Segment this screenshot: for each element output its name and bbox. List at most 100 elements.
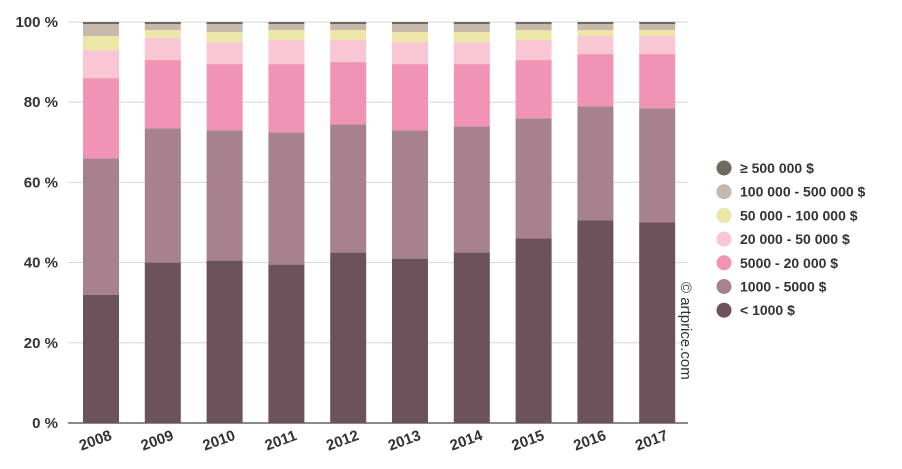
bar-segment — [144, 30, 181, 39]
bar-segment — [206, 64, 243, 131]
bar-segment — [268, 22, 305, 25]
bar-segment — [268, 40, 305, 65]
legend-swatch — [716, 302, 732, 318]
x-tick-label: 2010 — [200, 427, 237, 454]
legend-swatch — [716, 255, 732, 271]
legend-label: 1000 - 5000 $ — [740, 279, 827, 295]
bar-segment — [330, 40, 367, 63]
x-tick-label: 2017 — [633, 427, 670, 454]
bar-segment — [577, 36, 614, 55]
bar-segment — [330, 62, 367, 125]
legend-label: ≥ 500 000 $ — [740, 160, 814, 176]
bar-segment — [453, 64, 490, 127]
bar-segment — [639, 22, 676, 25]
bar-segment — [268, 264, 305, 423]
bar-segment — [392, 22, 428, 25]
bar-segment — [83, 158, 119, 295]
legend-swatch — [716, 279, 732, 294]
x-tick-label: 2011 — [263, 427, 299, 454]
bar-segment — [268, 64, 305, 133]
bar-segment — [577, 54, 614, 107]
bar-segment — [639, 108, 676, 223]
bar-segment — [144, 22, 181, 25]
bar-segment — [515, 40, 552, 61]
bar-segment — [206, 130, 243, 261]
legend-swatch — [716, 160, 732, 176]
bar-segment — [83, 294, 119, 423]
bar-segment — [206, 260, 243, 423]
bar-segment — [83, 36, 119, 51]
y-tick-label: 60 % — [24, 174, 58, 191]
bar-segment — [330, 22, 367, 25]
bar-segment — [453, 42, 490, 65]
bar-segment — [330, 124, 367, 253]
bar-segment — [515, 24, 552, 31]
bar-segment — [639, 222, 676, 423]
bar-segment — [515, 60, 552, 119]
bar-segment — [515, 118, 552, 239]
y-axis-ticks: 0 % 20 % 40 % 60 % 80 % 100 % — [15, 14, 58, 432]
bar-segment — [144, 262, 181, 423]
bar-segment — [83, 50, 119, 79]
bar-segment — [577, 30, 614, 37]
bar-segment — [83, 24, 119, 37]
bar-segment — [577, 24, 614, 31]
legend-label: 5000 - 20 000 $ — [740, 255, 838, 271]
legend-swatch — [716, 231, 732, 247]
bar-segment — [330, 30, 367, 41]
bar-segment — [392, 130, 428, 259]
bar-segment — [639, 30, 676, 37]
bar-segment — [577, 220, 614, 423]
bar-segment — [206, 32, 243, 43]
x-tick-label: 2014 — [448, 427, 486, 455]
y-tick-label: 80 % — [24, 94, 58, 111]
bar-segment — [330, 252, 367, 423]
bar-segment — [83, 78, 119, 159]
y-tick-label: 0 % — [32, 415, 58, 432]
y-tick-label: 100 % — [15, 14, 58, 31]
bar-segment — [144, 38, 181, 61]
bar-segment — [392, 32, 428, 43]
bar-segment — [639, 54, 676, 109]
x-tick-label: 2009 — [139, 427, 176, 454]
x-tick-label: 2012 — [324, 427, 361, 454]
x-tick-label: 2015 — [509, 427, 546, 454]
bar-segment — [453, 22, 490, 25]
bar-segment — [392, 24, 428, 33]
legend-label: < 1000 $ — [740, 302, 795, 318]
x-tick-label: 2013 — [386, 427, 423, 454]
legend-label: 20 000 - 50 000 $ — [740, 231, 850, 247]
bar-segment — [639, 24, 676, 31]
bar-segment — [577, 106, 614, 221]
legend-swatch — [716, 184, 732, 200]
bar-segment — [144, 60, 181, 129]
x-tick-label: 2008 — [77, 427, 114, 454]
bar-segment — [268, 30, 305, 41]
credit-text: © artprice.com — [677, 282, 694, 380]
bar-segment — [515, 238, 552, 423]
bar-segment — [206, 42, 243, 65]
bar-segment — [453, 126, 490, 253]
legend-swatch — [716, 207, 732, 223]
bar-segment — [453, 252, 490, 423]
bar-segment — [206, 22, 243, 25]
x-axis-ticks: 2008 2009 2010 2011 2012 2013 2014 2015 2016 2017 — [77, 427, 670, 455]
bar-segment — [83, 22, 119, 25]
bar-segment — [144, 24, 181, 31]
bar-segment — [639, 36, 676, 55]
y-tick-label: 40 % — [24, 255, 58, 272]
bar-segment — [392, 64, 428, 131]
legend-label: 100 000 - 500 000 $ — [740, 184, 866, 200]
bar-segment — [206, 24, 243, 33]
legend-label: 50 000 - 100 000 $ — [740, 207, 858, 223]
bar-segment — [144, 128, 181, 263]
y-tick-label: 20 % — [24, 335, 58, 352]
bar-segment — [392, 258, 428, 423]
bar-segment — [577, 22, 614, 25]
legend: ≥ 500 000 $ 100 000 - 500 000 $ 50 000 - 1… — [716, 160, 866, 318]
bar-segment — [392, 42, 428, 65]
bar-segment — [515, 30, 552, 41]
bar-segment — [453, 32, 490, 43]
